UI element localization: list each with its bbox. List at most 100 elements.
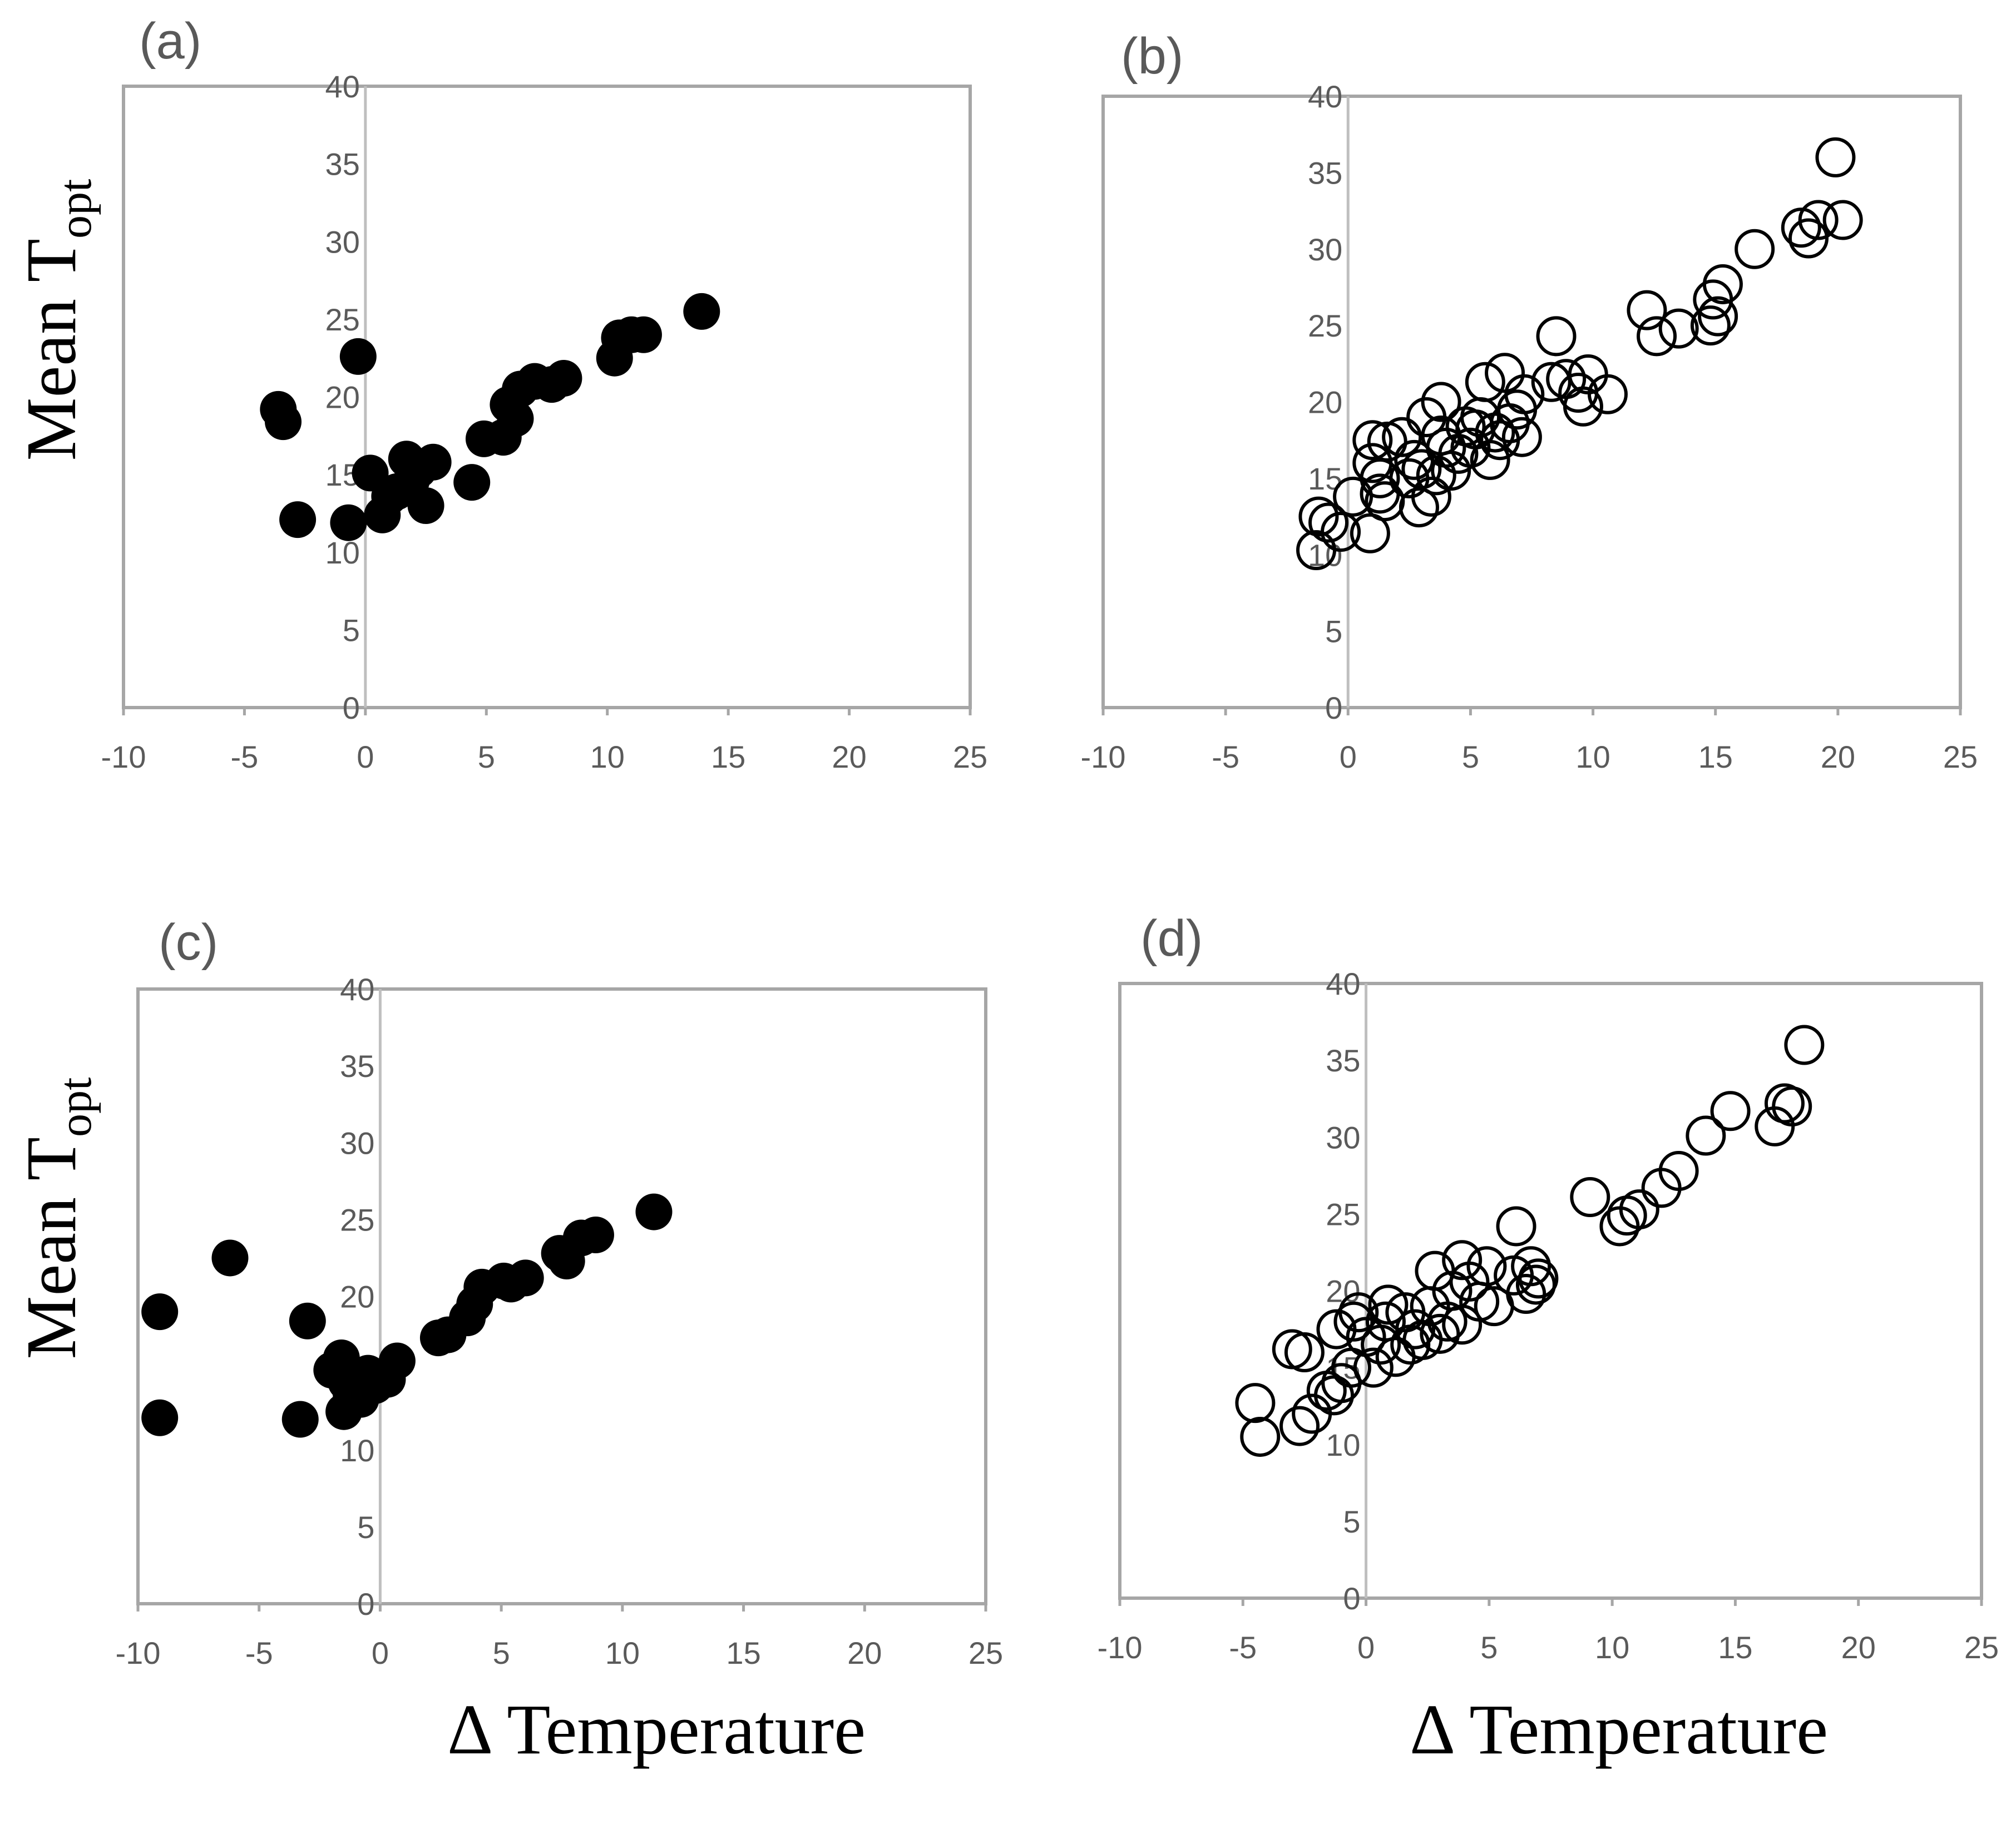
panel-label: (c) (159, 914, 218, 971)
x-axis-title-right: Δ Temperature (1410, 1690, 1828, 1769)
data-point (1710, 1091, 1751, 1131)
x-axis-title-left: Δ Temperature (447, 1690, 866, 1769)
x-tick-label: 25 (953, 739, 987, 774)
data-point (497, 400, 534, 437)
y-tick-label: 40 (325, 69, 360, 104)
y-tick-label: 20 (325, 380, 360, 415)
data-point (545, 359, 582, 397)
data-point (1536, 316, 1577, 357)
data-point (1772, 1086, 1812, 1126)
x-tick-label: 10 (605, 1635, 640, 1670)
data-point (1450, 427, 1491, 468)
data-point (378, 1342, 416, 1380)
data-point (1501, 417, 1542, 457)
x-tick-label: 10 (1575, 739, 1610, 774)
data-point (1395, 1309, 1436, 1350)
y-tick-label: 25 (1326, 1197, 1360, 1232)
data-point (1788, 218, 1829, 259)
data-point (211, 1239, 249, 1277)
data-point (1784, 1025, 1825, 1065)
y-tick-label: 30 (1326, 1120, 1360, 1155)
data-point (281, 1401, 319, 1438)
y-tick-label: 25 (1308, 308, 1342, 343)
data-point (1504, 374, 1545, 414)
data-point (1627, 290, 1667, 330)
x-tick-label: 20 (1821, 739, 1855, 774)
data-point (1702, 264, 1743, 304)
data-point (625, 316, 662, 353)
x-tick-label: -5 (1212, 739, 1239, 774)
x-tick-label: 15 (1698, 739, 1733, 774)
data-point (1698, 296, 1738, 337)
data-point (1798, 200, 1839, 240)
data-point (414, 443, 452, 481)
y-tick-label: 5 (357, 1510, 374, 1545)
data-point (507, 1259, 544, 1297)
data-point (289, 1302, 326, 1339)
data-point (1350, 513, 1390, 553)
data-point (1470, 439, 1510, 480)
data-point (683, 293, 720, 330)
x-tick-label: -5 (245, 1635, 273, 1670)
y-tick-label: 5 (343, 612, 360, 647)
x-tick-label: 0 (1357, 1630, 1375, 1665)
y-tick-label: 25 (340, 1202, 374, 1237)
data-point (1353, 1347, 1394, 1388)
data-point (1368, 1284, 1409, 1325)
data-point (1465, 362, 1505, 402)
data-point (1496, 1206, 1536, 1247)
data-point (1333, 476, 1373, 517)
data-point (1506, 1274, 1546, 1314)
y-tick-label: 10 (340, 1433, 374, 1468)
data-point (1235, 1383, 1276, 1423)
data-point (330, 504, 367, 541)
y-axis-title-bottom: Mean Topt (12, 1077, 101, 1360)
x-tick-label: -10 (1081, 739, 1126, 774)
data-point (1284, 1332, 1325, 1372)
x-tick-label: 0 (372, 1635, 389, 1670)
y-tick-label: 5 (1343, 1504, 1360, 1539)
data-point (1361, 1324, 1401, 1365)
y-tick-label: 35 (1326, 1043, 1360, 1078)
data-point (1781, 207, 1821, 248)
data-point (141, 1399, 179, 1436)
x-tick-label: 15 (1718, 1630, 1752, 1665)
x-tick-label: 20 (832, 739, 866, 774)
data-point (1352, 420, 1393, 461)
plot-frame (136, 987, 987, 1605)
data-point (1420, 1313, 1460, 1354)
data-point (265, 403, 302, 441)
data-point (1321, 512, 1361, 552)
x-tick-label: 5 (1462, 739, 1479, 774)
data-point (1442, 1240, 1483, 1281)
data-point (1367, 421, 1407, 462)
data-point (1240, 1416, 1281, 1457)
data-point (1658, 308, 1699, 349)
y-tick-label: 40 (1326, 966, 1360, 1001)
x-tick-label: -5 (1229, 1630, 1257, 1665)
y-tick-label: 10 (325, 535, 360, 570)
panel-label: (b) (1121, 28, 1183, 85)
x-tick-label: 20 (847, 1635, 882, 1670)
data-point (635, 1193, 673, 1230)
x-tick-label: 20 (1841, 1630, 1876, 1665)
data-point (1690, 305, 1731, 346)
data-point (1518, 1258, 1559, 1299)
x-tick-label: 15 (726, 1635, 760, 1670)
x-tick-label: 25 (1964, 1630, 1999, 1665)
y-tick-label: 5 (1325, 614, 1342, 649)
data-point (1272, 1329, 1312, 1370)
y-tick-label: 30 (1308, 232, 1342, 267)
data-point (1815, 137, 1856, 177)
y-tick-label: 35 (340, 1049, 374, 1084)
x-tick-label: 15 (711, 739, 745, 774)
data-point (1466, 1246, 1507, 1287)
data-point (141, 1293, 179, 1331)
x-tick-label: -10 (1098, 1630, 1143, 1665)
data-point (1570, 1177, 1610, 1217)
plot-frame (1118, 982, 1983, 1600)
data-point (1563, 386, 1603, 427)
x-tick-label: 25 (1943, 739, 1978, 774)
data-point (339, 338, 377, 375)
y-tick-label: 0 (1325, 690, 1342, 725)
